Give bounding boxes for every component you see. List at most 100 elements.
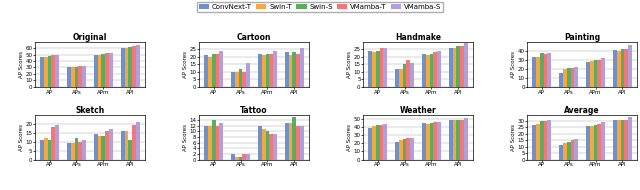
Bar: [243, 72, 246, 87]
Bar: [82, 140, 86, 160]
Bar: [105, 131, 109, 160]
Bar: [399, 69, 403, 87]
Bar: [429, 54, 433, 87]
Bar: [78, 142, 82, 160]
Bar: [136, 45, 140, 87]
Bar: [136, 122, 140, 160]
Y-axis label: AP Scores: AP Scores: [19, 51, 24, 78]
Bar: [67, 67, 71, 87]
Bar: [269, 134, 273, 160]
Bar: [380, 48, 383, 87]
Bar: [617, 120, 621, 160]
Bar: [532, 57, 536, 87]
Bar: [594, 125, 597, 160]
Bar: [395, 142, 399, 160]
Bar: [246, 63, 250, 87]
Bar: [586, 62, 590, 87]
Bar: [547, 120, 551, 160]
Bar: [109, 53, 113, 87]
Bar: [372, 52, 376, 87]
Bar: [109, 129, 113, 160]
Bar: [586, 126, 590, 160]
Bar: [570, 140, 574, 160]
Bar: [105, 53, 109, 87]
Bar: [208, 57, 212, 87]
Bar: [48, 56, 51, 87]
Bar: [262, 55, 266, 87]
Bar: [129, 47, 132, 87]
Bar: [292, 117, 296, 160]
Bar: [216, 54, 220, 87]
Bar: [125, 48, 129, 87]
Bar: [410, 63, 414, 87]
Bar: [212, 54, 216, 87]
Bar: [563, 69, 567, 87]
Bar: [452, 48, 456, 87]
Y-axis label: AP Scores: AP Scores: [183, 51, 188, 78]
Bar: [452, 120, 456, 160]
Bar: [594, 60, 597, 87]
Bar: [437, 122, 441, 160]
Bar: [289, 123, 292, 160]
Bar: [422, 123, 426, 160]
Bar: [78, 66, 82, 87]
Bar: [44, 138, 48, 160]
Bar: [121, 131, 125, 160]
Title: Average: Average: [564, 106, 600, 115]
Bar: [239, 69, 243, 87]
Y-axis label: AP Scores: AP Scores: [347, 124, 352, 151]
Bar: [543, 121, 547, 160]
Bar: [574, 67, 578, 87]
Bar: [82, 66, 86, 87]
Bar: [590, 61, 594, 87]
Bar: [132, 46, 136, 87]
Bar: [426, 55, 429, 87]
Y-axis label: AP Scores: AP Scores: [19, 124, 24, 151]
Bar: [289, 55, 292, 87]
Bar: [48, 140, 51, 160]
Bar: [71, 143, 75, 160]
Bar: [570, 68, 574, 87]
Bar: [574, 139, 578, 160]
Bar: [624, 49, 628, 87]
Bar: [559, 146, 563, 160]
Bar: [456, 120, 460, 160]
Bar: [410, 138, 414, 160]
Bar: [235, 72, 239, 87]
Bar: [102, 54, 105, 87]
Bar: [67, 143, 71, 160]
Bar: [449, 48, 452, 87]
Title: Painting: Painting: [564, 33, 600, 42]
Bar: [536, 57, 540, 87]
Title: Tattoo: Tattoo: [240, 106, 268, 115]
Legend: ConvNext-T, Swin-T, Swin-S, VMamba-T, VMamba-S: ConvNext-T, Swin-T, Swin-S, VMamba-T, VM…: [196, 2, 444, 12]
Bar: [51, 55, 55, 87]
Bar: [243, 154, 246, 160]
Bar: [102, 136, 105, 160]
Bar: [132, 125, 136, 160]
Bar: [624, 120, 628, 160]
Bar: [258, 126, 262, 160]
Bar: [231, 72, 235, 87]
Title: Handmake: Handmake: [395, 33, 441, 42]
Bar: [44, 57, 48, 87]
Title: Original: Original: [73, 33, 107, 42]
Bar: [628, 45, 632, 87]
Bar: [449, 120, 452, 160]
Bar: [368, 128, 372, 160]
Bar: [376, 51, 380, 87]
Bar: [429, 123, 433, 160]
Bar: [590, 126, 594, 160]
Bar: [376, 125, 380, 160]
Y-axis label: AP Scores: AP Scores: [511, 124, 516, 151]
Bar: [292, 52, 296, 87]
Bar: [262, 129, 266, 160]
Bar: [456, 46, 460, 87]
Bar: [617, 51, 621, 87]
Bar: [258, 54, 262, 87]
Bar: [601, 58, 605, 87]
Bar: [75, 138, 78, 160]
Bar: [296, 54, 300, 87]
Title: Cartoon: Cartoon: [237, 33, 271, 42]
Bar: [269, 54, 273, 87]
